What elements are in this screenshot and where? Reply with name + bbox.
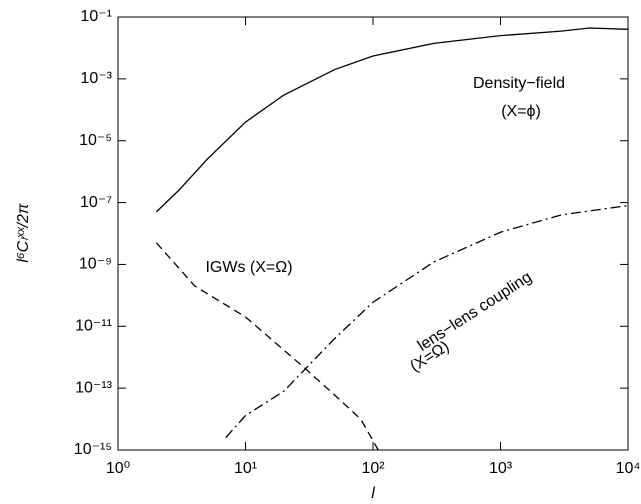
y-tick-label: 10⁻¹ bbox=[80, 8, 112, 25]
x-tick-label: 10³ bbox=[489, 460, 513, 477]
y-tick-label: 10⁻⁹ bbox=[79, 256, 112, 273]
y-tick-label: 10⁻¹³ bbox=[75, 379, 113, 396]
series-line bbox=[155, 242, 379, 451]
series-line bbox=[155, 27, 629, 213]
y-tick-label: 10⁻³ bbox=[80, 70, 112, 87]
annotation: lens−lens coupling bbox=[415, 269, 535, 355]
y-tick-label: 10⁻¹⁵ bbox=[74, 441, 112, 458]
annotation: Density−field bbox=[473, 75, 565, 92]
y-axis-label: l⁶Cₗˣˣ/2π bbox=[15, 203, 32, 263]
y-tick-label: 10⁻⁵ bbox=[79, 132, 112, 149]
y-tick-label: 10⁻⁷ bbox=[80, 194, 112, 211]
x-tick-label: 10² bbox=[361, 460, 385, 477]
x-tick-label: 10⁰ bbox=[106, 460, 130, 477]
x-tick-label: 10⁴ bbox=[616, 460, 641, 477]
x-tick-label: 10¹ bbox=[234, 460, 257, 477]
annotation: IGWs (X=Ω) bbox=[205, 259, 292, 276]
y-tick-label: 10⁻¹¹ bbox=[75, 318, 112, 335]
annotation: (X=ϕ) bbox=[501, 103, 541, 120]
series-line bbox=[225, 204, 629, 439]
x-axis-label: l bbox=[371, 485, 375, 502]
